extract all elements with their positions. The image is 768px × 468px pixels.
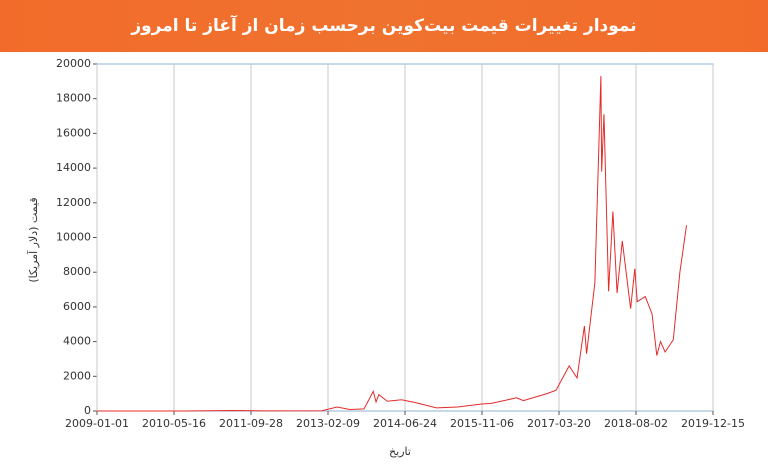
x-tick-label: 2010-05-16: [142, 417, 206, 430]
chart-title: نمودار تغییرات قیمت بیت‌کوین برحسب زمان …: [0, 0, 768, 52]
x-tick-label: 2019-12-15: [681, 417, 745, 430]
y-tick-label: 10000: [56, 231, 91, 244]
x-tick-label: 2011-09-28: [219, 417, 283, 430]
x-axis-label: تاریخ: [389, 445, 411, 458]
y-axis-label: قیمت (دلار آمریکا): [26, 197, 40, 282]
x-tick-label: 2017-03-20: [527, 417, 591, 430]
y-tick-label: 20000: [56, 57, 91, 70]
x-tick-label: 2009-01-01: [65, 417, 129, 430]
y-tick-label: 2000: [63, 369, 91, 382]
y-tick-label: 0: [84, 404, 91, 417]
y-tick-label: 8000: [63, 265, 91, 278]
x-tick-label: 2014-06-24: [373, 417, 437, 430]
x-tick-label: 2015-11-06: [450, 417, 514, 430]
y-tick-label: 4000: [63, 335, 91, 348]
x-tick-label: 2013-02-09: [296, 417, 360, 430]
x-tick-label: 2018-08-02: [604, 417, 668, 430]
y-tick-label: 16000: [56, 126, 91, 139]
price-line: [97, 76, 688, 412]
y-tick-label: 12000: [56, 196, 91, 209]
y-tick-label: 14000: [56, 161, 91, 174]
y-tick-label: 18000: [56, 92, 91, 105]
y-tick-label: 6000: [63, 300, 91, 313]
